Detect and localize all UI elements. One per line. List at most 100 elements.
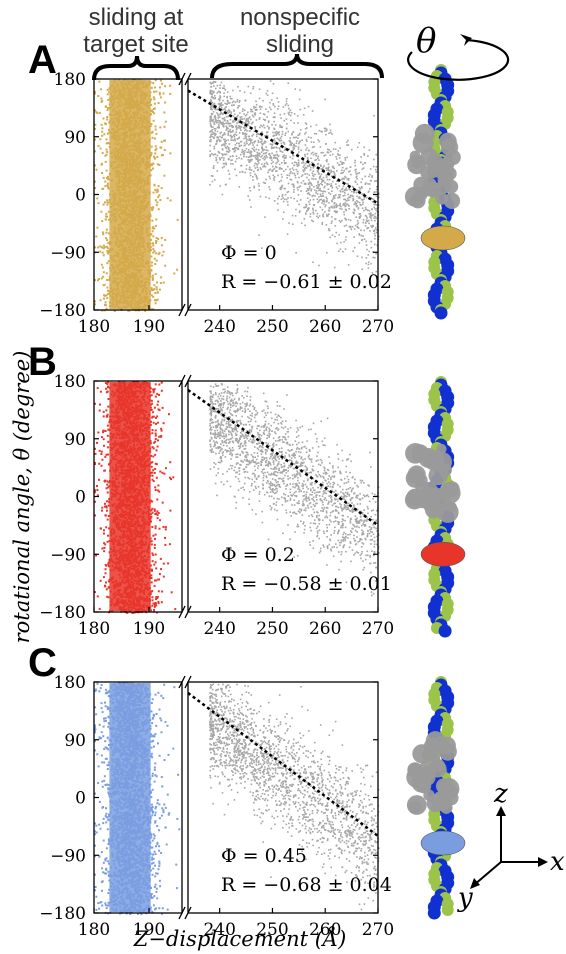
nonspecific-point	[253, 107, 255, 109]
nonspecific-point	[276, 170, 278, 172]
nonspecific-point	[281, 162, 283, 164]
nonspecific-point	[228, 102, 230, 104]
nonspecific-point	[244, 118, 246, 120]
target-point	[100, 97, 102, 99]
nonspecific-point	[273, 135, 275, 137]
nonspecific-point	[258, 153, 260, 155]
nonspecific-point	[368, 176, 370, 178]
nonspecific-point	[243, 156, 245, 158]
nonspecific-point	[321, 195, 323, 197]
nonspecific-point	[285, 155, 287, 157]
nonspecific-point	[282, 133, 284, 135]
target-point	[154, 299, 156, 301]
nonspecific-point	[211, 113, 213, 115]
nonspecific-point	[296, 162, 298, 164]
nonspecific-point	[317, 139, 319, 141]
nonspecific-point	[375, 191, 377, 193]
target-point	[103, 529, 105, 531]
nonspecific-point	[365, 222, 367, 224]
nonspecific-point	[220, 103, 222, 105]
target-point	[105, 237, 107, 239]
nonspecific-point	[348, 179, 350, 181]
nonspecific-point	[217, 155, 219, 157]
nonspecific-point	[301, 176, 303, 178]
nonspecific-point	[248, 136, 250, 138]
nonspecific-point	[244, 122, 246, 124]
nonspecific-point	[370, 241, 372, 243]
nonspecific-point	[346, 203, 348, 205]
nonspecific-point	[214, 179, 216, 181]
target-point	[104, 185, 106, 187]
nonspecific-point	[339, 194, 341, 196]
nonspecific-point	[361, 239, 363, 241]
nonspecific-point	[223, 126, 225, 128]
nonspecific-point	[232, 90, 234, 92]
nonspecific-point	[227, 100, 229, 102]
nonspecific-point	[328, 192, 330, 194]
nonspecific-point	[318, 184, 320, 186]
nonspecific-point	[304, 165, 306, 167]
target-point	[161, 254, 163, 256]
nonspecific-point	[227, 139, 229, 141]
nonspecific-point	[249, 167, 251, 169]
x-tick-label: 250	[256, 317, 288, 337]
nonspecific-point	[345, 202, 347, 204]
nonspecific-point	[345, 248, 347, 250]
target-point	[163, 140, 165, 142]
nonspecific-point	[234, 148, 236, 150]
nonspecific-point	[354, 202, 356, 204]
nonspecific-point	[213, 122, 215, 124]
nonspecific-point	[335, 183, 337, 185]
nonspecific-point	[344, 214, 346, 216]
nonspecific-point	[218, 117, 220, 119]
nonspecific-point	[356, 175, 358, 177]
target-point	[155, 199, 157, 201]
nonspecific-point	[278, 196, 280, 198]
nonspecific-point	[366, 257, 368, 259]
target-point	[163, 112, 165, 114]
nonspecific-point	[242, 149, 244, 151]
nonspecific-point	[324, 201, 326, 203]
nonspecific-point	[335, 225, 337, 227]
nonspecific-point	[228, 131, 230, 133]
nonspecific-point	[245, 136, 247, 138]
nonspecific-point	[264, 165, 266, 167]
nonspecific-point	[338, 196, 340, 198]
target-point	[103, 298, 105, 300]
nonspecific-point	[371, 175, 373, 177]
nonspecific-point	[227, 123, 229, 125]
nonspecific-point	[331, 190, 333, 192]
nonspecific-point	[210, 93, 212, 95]
nonspecific-point	[242, 108, 244, 110]
nonspecific-point	[337, 162, 339, 164]
target-point	[101, 220, 103, 222]
nonspecific-point	[283, 106, 285, 108]
target-point	[152, 82, 154, 84]
target-point	[156, 288, 158, 290]
target-point	[154, 158, 156, 160]
nonspecific-point	[245, 129, 247, 131]
nonspecific-point	[242, 171, 244, 173]
target-point	[151, 220, 153, 222]
nonspecific-point	[241, 126, 243, 128]
nonspecific-point	[333, 148, 335, 150]
nonspecific-point	[264, 156, 266, 158]
nonspecific-point	[359, 202, 361, 204]
nonspecific-point	[368, 264, 370, 266]
target-point	[106, 229, 108, 231]
nonspecific-point	[221, 153, 223, 155]
nonspecific-point	[289, 111, 291, 113]
nonspecific-point	[353, 192, 355, 194]
nonspecific-point	[308, 201, 310, 203]
nonspecific-point	[211, 91, 213, 93]
nonspecific-point	[229, 173, 231, 175]
nonspecific-point	[213, 137, 215, 139]
nonspecific-point	[289, 175, 291, 177]
nonspecific-point	[231, 98, 233, 100]
target-point	[103, 177, 105, 179]
nonspecific-point	[270, 80, 272, 82]
nonspecific-point	[216, 137, 218, 139]
target-point	[99, 245, 101, 247]
nonspecific-point	[296, 164, 298, 166]
nonspecific-point	[241, 145, 243, 147]
